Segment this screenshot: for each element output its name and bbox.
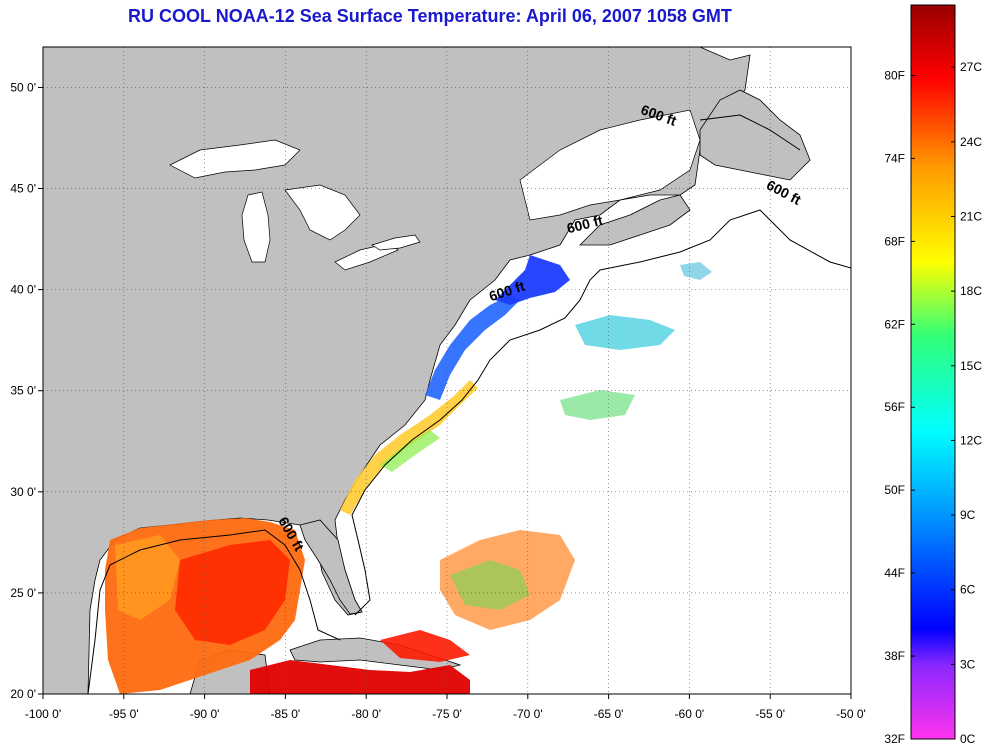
colorbar-f-label: 44F bbox=[884, 566, 905, 580]
lon-tick-label: -55 0' bbox=[755, 707, 785, 721]
sst-bahamas-green bbox=[450, 560, 530, 610]
lon-tick-label: -85 0' bbox=[271, 707, 301, 721]
lake-ontario bbox=[371, 234, 421, 251]
lat-tick-labels: 20 0' 25 0' 30 0' 35 0' 40 0' 45 0' 50 0' bbox=[10, 80, 43, 701]
map-layers bbox=[43, 47, 851, 694]
lon-tick-label: -100 0' bbox=[25, 707, 61, 721]
colorbar-f-label: 32F bbox=[884, 732, 905, 746]
lat-tick-label: 45 0' bbox=[10, 182, 36, 196]
lon-tick-label: -70 0' bbox=[513, 707, 543, 721]
land-nova-scotia bbox=[579, 194, 691, 246]
lon-tick-label: -50 0' bbox=[836, 707, 866, 721]
lat-tick-label: 25 0' bbox=[10, 586, 36, 600]
lat-tick-label: 20 0' bbox=[10, 687, 36, 701]
map-title: RU COOL NOAA-12 Sea Surface Temperature:… bbox=[128, 6, 732, 26]
lat-tick-label: 30 0' bbox=[10, 485, 36, 499]
lake-huron bbox=[284, 184, 361, 241]
sst-slope-green bbox=[560, 390, 635, 420]
lon-tick-label: -95 0' bbox=[109, 707, 139, 721]
lon-tick-label: -65 0' bbox=[594, 707, 624, 721]
lon-tick-label: -80 0' bbox=[351, 707, 381, 721]
lon-tick-label: -60 0' bbox=[675, 707, 705, 721]
land-florida bbox=[299, 519, 363, 615]
colorbar-c-label: 6C bbox=[960, 583, 976, 597]
colorbar-f-labels: 32F 38F 44F 50F 56F 62F 68F 74F 80F bbox=[884, 68, 915, 746]
sst-caribbean-east bbox=[380, 630, 470, 662]
colorbar-f-label: 50F bbox=[884, 483, 905, 497]
colorbar-c-labels: 0C 3C 6C 9C 12C 15C 18C 21C 24C 27C bbox=[951, 60, 982, 746]
gulf-st-lawrence bbox=[519, 109, 701, 221]
colorbar-c-label: 0C bbox=[960, 732, 976, 746]
colorbar-c-label: 21C bbox=[960, 209, 982, 223]
lat-tick-label: 40 0' bbox=[10, 283, 36, 297]
colorbar-c-label: 15C bbox=[960, 359, 982, 373]
colorbar-c-label: 9C bbox=[960, 508, 976, 522]
colorbar bbox=[910, 4, 956, 740]
sst-gulf-orange bbox=[115, 535, 180, 620]
lon-tick-labels: -100 0' -95 0' -90 0' -85 0' -80 0' -75 0' -70… bbox=[25, 694, 866, 721]
colorbar-f-label: 80F bbox=[884, 68, 905, 82]
sst-gulf-stream bbox=[340, 380, 478, 515]
colorbar-c-label: 24C bbox=[960, 135, 982, 149]
sst-gulf-stream-green bbox=[380, 430, 440, 472]
colorbar-f-label: 56F bbox=[884, 400, 905, 414]
sst-offshore-patch bbox=[680, 262, 712, 280]
lat-tick-label: 50 0' bbox=[10, 80, 36, 94]
sst-gulf-warm-core bbox=[175, 540, 290, 645]
colorbar-c-label: 3C bbox=[960, 657, 976, 671]
colorbar-f-label: 38F bbox=[884, 649, 905, 663]
lon-tick-label: -75 0' bbox=[432, 707, 462, 721]
colorbar-c-label: 18C bbox=[960, 284, 982, 298]
sst-shelf-blue bbox=[425, 295, 520, 400]
grid-lines bbox=[43, 47, 851, 694]
contour-600ft bbox=[87, 114, 851, 694]
sst-gulf-of-maine bbox=[495, 255, 570, 305]
colorbar-f-label: 62F bbox=[884, 317, 905, 331]
colorbar-c-label: 12C bbox=[960, 433, 982, 447]
colorbar-c-label: 27C bbox=[960, 60, 982, 74]
lake-michigan bbox=[241, 191, 271, 263]
sst-patches bbox=[105, 255, 712, 694]
lake-superior bbox=[169, 139, 301, 179]
colorbar-f-label: 74F bbox=[884, 151, 905, 165]
land-newfoundland bbox=[699, 89, 811, 181]
lon-tick-label: -90 0' bbox=[190, 707, 220, 721]
lat-tick-label: 35 0' bbox=[10, 384, 36, 398]
sst-caribbean bbox=[250, 660, 470, 694]
sst-slope-cyan bbox=[575, 315, 675, 350]
colorbar-f-label: 68F bbox=[884, 234, 905, 248]
